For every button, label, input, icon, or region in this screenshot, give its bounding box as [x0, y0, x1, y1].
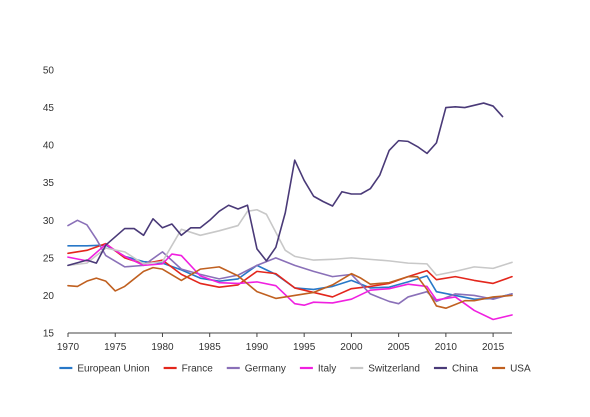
legend-item-france: France: [163, 364, 214, 375]
series-line-switzerland: [67, 208, 513, 276]
legend-item-european-union: European Union: [59, 364, 150, 375]
y-tick-label: 50: [43, 66, 55, 77]
x-tick-label: 2000: [340, 342, 363, 353]
legend-item-italy: Italy: [299, 364, 336, 375]
legend: European Union France Germany Italy Switzerl…: [59, 364, 531, 375]
legend-label: China: [452, 364, 479, 375]
legend-item-switzerland: Switzerland: [350, 364, 420, 375]
series-lines: [67, 102, 513, 321]
x-tick-label: 1970: [57, 342, 80, 353]
x-tick-label: 2010: [435, 342, 458, 353]
y-tick-label: 45: [43, 103, 55, 114]
y-tick-label: 25: [43, 253, 55, 264]
x-tick-label: 1975: [104, 342, 127, 353]
x-tick-label: 2015: [482, 342, 505, 353]
y-tick-label: 20: [43, 291, 55, 302]
legend-item-germany: Germany: [226, 364, 286, 375]
series-line-germany: [67, 219, 513, 305]
legend-label: France: [182, 364, 214, 375]
y-tick-label: 35: [43, 178, 55, 189]
series-line-france: [67, 242, 513, 298]
x-tick-label: 1985: [199, 342, 222, 353]
legend-label: European Union: [77, 364, 149, 375]
legend-label: Italy: [318, 364, 336, 375]
y-tick-label: 15: [43, 329, 55, 340]
x-tick-label: 1980: [151, 342, 174, 353]
y-tick-label: 40: [43, 141, 55, 152]
legend-label: USA: [510, 364, 531, 375]
series-line-china: [67, 102, 504, 267]
series-line-italy: [67, 243, 513, 321]
legend-label: Switzerland: [368, 364, 420, 375]
x-tick-label: 2005: [388, 342, 411, 353]
x-tick-label: 1995: [293, 342, 316, 353]
series-line-usa: [67, 266, 513, 309]
x-tick-label: 1990: [246, 342, 269, 353]
legend-item-china: China: [433, 364, 479, 375]
y-tick-label: 30: [43, 216, 55, 227]
legend-label: Germany: [245, 364, 286, 375]
axes: 1970 1975 1980 1985 1990 1995 2000 2005 2010 2015…: [43, 66, 512, 353]
legend-item-usa: USA: [492, 364, 531, 375]
